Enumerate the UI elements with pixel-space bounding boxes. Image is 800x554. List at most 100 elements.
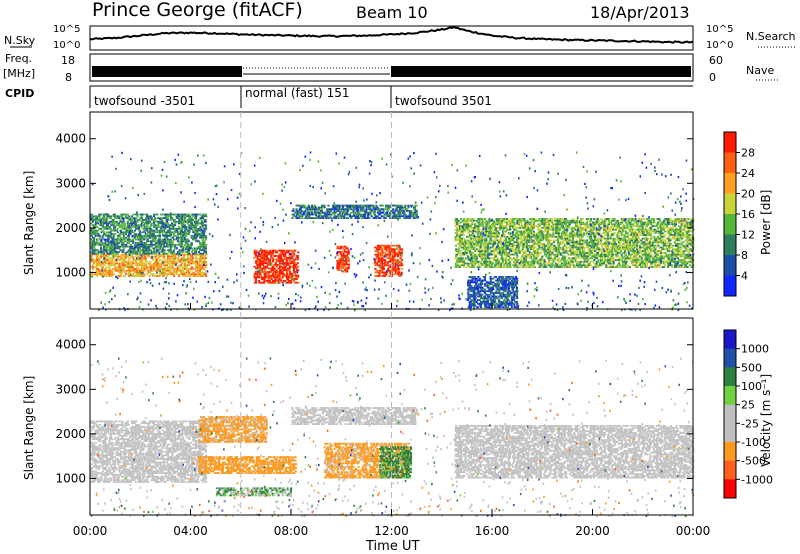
heatmap-cell xyxy=(394,256,396,258)
heatmap-cell xyxy=(345,256,347,258)
heatmap-cell xyxy=(120,233,122,235)
heatmap-cell xyxy=(112,219,114,221)
heatmap-cell xyxy=(295,264,297,266)
heatmap-cell xyxy=(169,268,171,270)
heatmap-cell xyxy=(289,255,291,257)
heatmap-cell xyxy=(487,245,489,247)
heatmap-cell xyxy=(471,259,473,261)
heatmap-cell xyxy=(195,233,197,235)
heatmap-cell xyxy=(297,277,299,279)
heatmap-cell xyxy=(550,240,552,242)
heatmap-cell xyxy=(176,272,178,274)
heatmap-cell xyxy=(150,224,152,226)
heatmap-cell xyxy=(169,261,171,263)
heatmap-cell xyxy=(476,220,478,222)
heatmap-cell xyxy=(512,243,514,245)
heatmap-cell xyxy=(292,275,294,277)
heatmap-cell xyxy=(381,261,383,263)
heatmap-cell xyxy=(551,263,553,265)
heatmap-cell xyxy=(627,223,629,225)
heatmap-cell xyxy=(487,247,489,249)
heatmap-cell xyxy=(467,222,469,224)
heatmap-cell xyxy=(592,243,594,245)
heatmap-cell xyxy=(191,259,193,261)
heatmap-cell xyxy=(297,255,299,257)
heatmap-cell xyxy=(192,268,194,270)
heatmap-cell xyxy=(621,232,623,234)
heatmap-cell xyxy=(569,223,571,225)
heatmap-cell xyxy=(380,256,382,258)
heatmap-cell xyxy=(184,217,186,219)
heatmap-cell xyxy=(505,257,507,259)
heatmap-cell xyxy=(612,264,614,266)
heatmap-cell xyxy=(505,238,507,240)
heatmap-cell xyxy=(120,275,122,277)
heatmap-cell xyxy=(594,238,596,240)
heatmap-cell xyxy=(105,228,107,230)
heatmap-cell xyxy=(603,231,605,233)
heatmap-cell xyxy=(601,247,603,249)
heatmap-cell xyxy=(205,249,207,251)
heatmap-cell xyxy=(537,248,539,250)
heatmap-cell xyxy=(505,240,507,242)
heatmap-cell xyxy=(455,248,457,250)
heatmap-cell xyxy=(582,218,584,220)
heatmap-cell xyxy=(265,260,267,262)
heatmap-cell xyxy=(587,218,589,220)
heatmap-cell xyxy=(100,249,102,251)
heatmap-cell xyxy=(608,222,610,224)
heatmap-cell xyxy=(480,252,482,254)
heatmap-cell xyxy=(546,263,548,265)
heatmap-cell xyxy=(467,256,469,258)
heatmap-cell xyxy=(202,226,204,228)
heatmap-cell xyxy=(495,256,497,258)
heatmap-cell xyxy=(180,264,182,266)
heatmap-cell xyxy=(201,259,203,261)
heatmap-cell xyxy=(189,270,191,272)
heatmap-cell xyxy=(108,264,110,266)
heatmap-cell xyxy=(272,252,274,254)
heatmap-cell xyxy=(455,245,457,247)
heatmap-cell xyxy=(121,226,123,228)
heatmap-cell xyxy=(509,241,511,243)
heatmap-cell xyxy=(561,236,563,238)
heatmap-cell xyxy=(174,244,176,246)
heatmap-cell xyxy=(176,273,178,275)
heatmap-cell xyxy=(387,268,389,270)
heatmap-cell xyxy=(266,257,268,259)
heatmap-cell xyxy=(100,221,102,223)
heatmap-cell xyxy=(109,270,111,272)
heatmap-cell xyxy=(459,241,461,243)
heatmap-cell xyxy=(283,259,285,261)
heatmap-cell xyxy=(548,259,550,261)
heatmap-cell xyxy=(120,259,122,261)
heatmap-cell xyxy=(392,261,394,263)
heatmap-cell xyxy=(618,261,620,263)
heatmap-cell xyxy=(124,272,126,274)
heatmap-cell xyxy=(113,257,115,259)
heatmap-cell xyxy=(375,272,377,274)
heatmap-cell xyxy=(113,253,115,255)
heatmap-cell xyxy=(462,257,464,259)
heatmap-cell xyxy=(294,262,296,264)
heatmap-cell xyxy=(604,257,606,259)
heatmap-cell xyxy=(104,233,106,235)
nsearch-tick-top: 10^5 xyxy=(706,24,733,35)
heatmap-cell xyxy=(399,257,401,259)
heatmap-cell xyxy=(107,253,109,255)
heatmap-cell xyxy=(561,266,563,268)
heatmap-cell xyxy=(286,260,288,262)
heatmap-cell xyxy=(597,259,599,261)
heatmap-cell xyxy=(547,238,549,240)
heatmap-cell xyxy=(614,241,616,243)
heatmap-cell xyxy=(624,264,626,266)
heatmap-cell xyxy=(161,244,163,246)
heatmap-cell xyxy=(110,215,112,217)
heatmap-cell xyxy=(559,247,561,249)
heatmap-cell xyxy=(173,273,175,275)
heatmap-cell xyxy=(585,225,587,227)
heatmap-cell xyxy=(615,229,617,231)
heatmap-cell xyxy=(268,278,270,280)
heatmap-cell xyxy=(566,259,568,261)
heatmap-cell xyxy=(526,223,528,225)
